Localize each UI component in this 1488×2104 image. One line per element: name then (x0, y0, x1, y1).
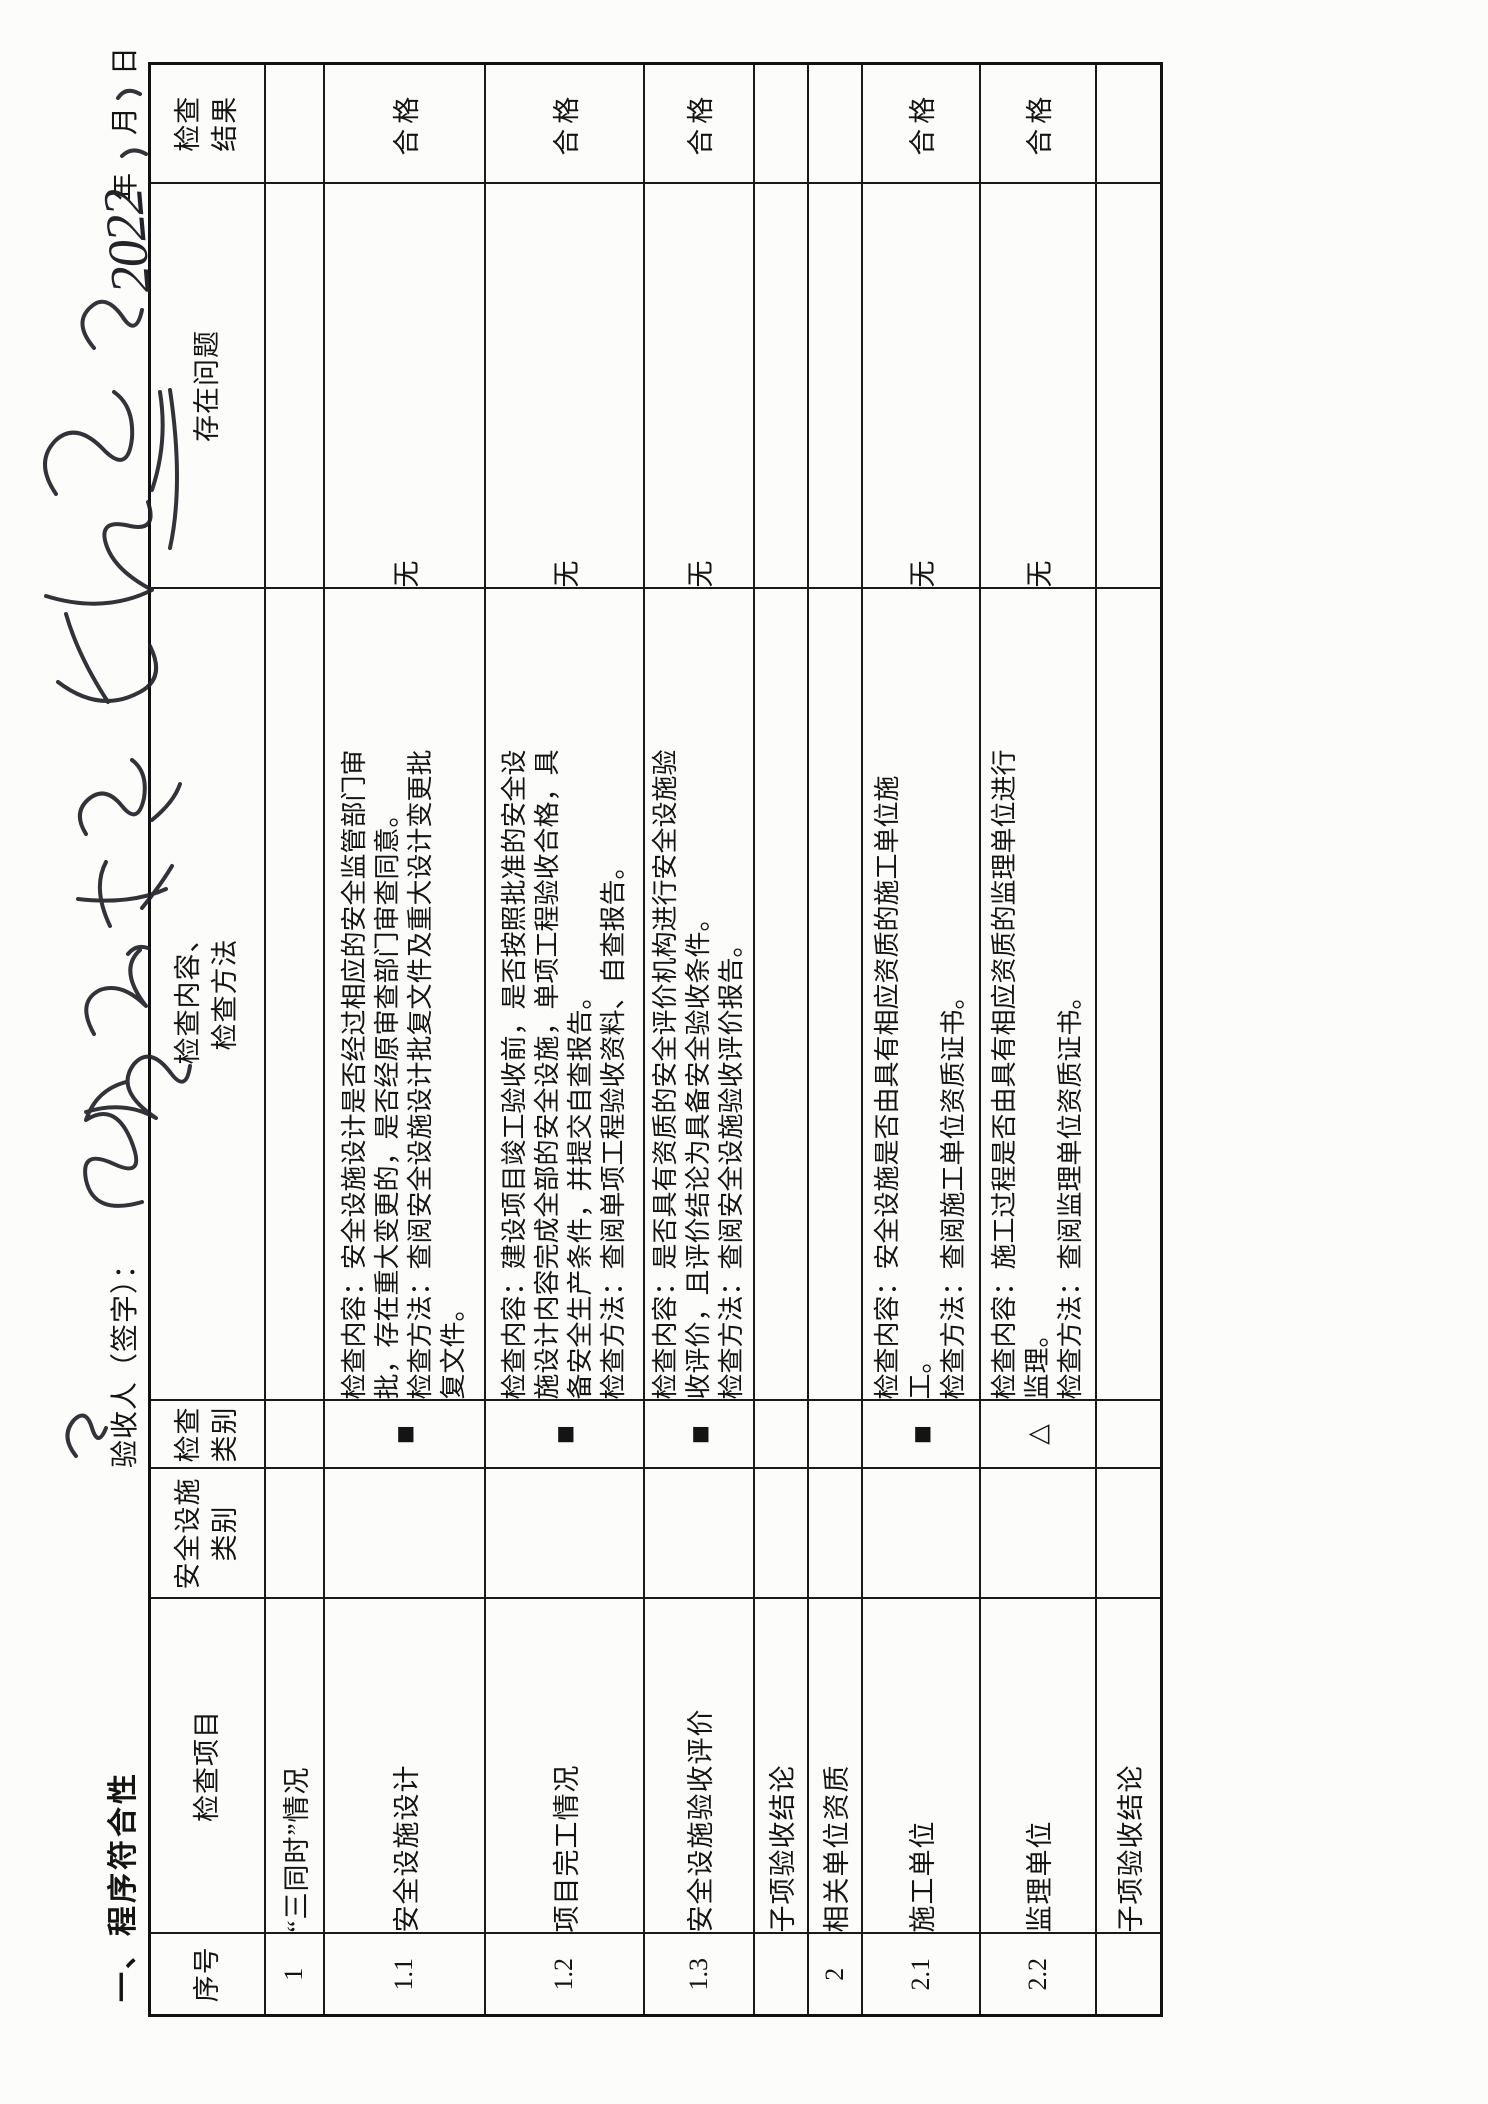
cell-content: 检查内容：安全设施是否由具有相应资质的施工单位施 工。 检查方法：查阅施工单位资… (861, 588, 980, 1401)
cell-result: 合格 (979, 63, 1096, 184)
cell-facility-category (1095, 1468, 1162, 1599)
signature-stroke (84, 948, 148, 1036)
cell-project: 施工单位 (861, 1598, 980, 1934)
cell-no: 1 (264, 1933, 324, 2016)
cell-result (753, 63, 808, 184)
table-row-subconclusion: 子项验收结论 (753, 63, 808, 2016)
cell-project: 项目完工情况 (484, 1598, 644, 1934)
year-char: 年 (110, 172, 141, 201)
cell-facility-category (753, 1468, 808, 1599)
cell-result: 合格 (484, 63, 644, 184)
table-header-row: 序号 检查项目 安全设施 类别 检查 类别 检查内容、 检查方法 存在问题 检查… (149, 63, 265, 2016)
cell-problems: 无 (323, 183, 485, 589)
header-no: 序号 (149, 1933, 265, 2016)
table-row-subconclusion: 子项验收结论 (1095, 63, 1162, 2016)
cell-problems (807, 183, 862, 589)
signature-stroke (44, 500, 154, 606)
cell-project: 监理单位 (979, 1598, 1096, 1934)
cell-check-mark (807, 1400, 862, 1469)
cell-check-mark (1095, 1400, 1162, 1469)
cell-facility-category (643, 1468, 754, 1599)
signature-stroke (83, 1080, 144, 1208)
cell-content: 检查内容：是否具有资质的安全评价机构进行安全设施验 收评价，且评价结论为具备安全… (643, 588, 754, 1401)
cell-check-mark: ■ (861, 1400, 980, 1469)
month-handwritten-mark (120, 148, 148, 158)
inspector-signature-label: 验收人（签字）： (110, 1249, 141, 1468)
table-row: 2.2 监理单位 △ 检查内容：施工过程是否由具有相应资质的监理单位进行 监理。… (979, 63, 1096, 2016)
cell-result: 合格 (861, 63, 980, 184)
table-row: 1.3 安全设施验收评价 ■ 检查内容：是否具有资质的安全评价机构进行安全设施验… (643, 63, 754, 2016)
cell-check-mark: ■ (643, 1400, 754, 1469)
cell-facility-category (484, 1468, 644, 1599)
cell-problems (1095, 183, 1162, 589)
cell-result: 合格 (323, 63, 485, 184)
cell-facility-category (979, 1468, 1096, 1599)
cell-check-mark (753, 1400, 808, 1469)
cell-content: 检查内容：建设项目竣工验收前，是否按照批准的安全设 施设计内容完成全部的安全设施… (484, 588, 644, 1401)
table-row: 2.1 施工单位 ■ 检查内容：安全设施是否由具有相应资质的施工单位施 工。 检… (861, 63, 980, 2016)
cell-no: 2.1 (861, 1933, 980, 2016)
cell-facility-category (807, 1468, 862, 1599)
month-char: 月 (110, 106, 141, 135)
cell-check-mark (264, 1400, 324, 1469)
signature-stroke (43, 390, 165, 496)
cell-project: 安全设施验收评价 (643, 1598, 754, 1934)
cell-no: 1.3 (643, 1933, 754, 2016)
cell-content: 检查内容：安全设施设计是否经过相应的安全监管部门审 批，存在重大变更的，是否经原… (323, 588, 485, 1401)
cell-no (1095, 1933, 1162, 2016)
cell-facility-category (264, 1468, 324, 1599)
signature-stroke (80, 299, 144, 350)
cell-result (264, 63, 324, 184)
cell-content (807, 588, 862, 1401)
cell-facility-category (323, 1468, 485, 1599)
cell-check-mark: △ (979, 1400, 1096, 1469)
header-check-category: 检查 类别 (149, 1400, 265, 1469)
cell-problems: 无 (484, 183, 644, 589)
cell-project: 子项验收结论 (1095, 1598, 1162, 1934)
cell-problems: 无 (979, 183, 1096, 589)
signature-flourish (65, 1413, 108, 1458)
cell-no: 1.2 (484, 1933, 644, 2016)
cell-result (807, 63, 862, 184)
signature-stroke (126, 944, 150, 956)
table-row: 1.1 安全设施设计 ■ 检查内容：安全设施设计是否经过相应的安全监管部门审 批… (323, 63, 485, 2016)
header-facility-category: 安全设施 类别 (149, 1468, 265, 1599)
cell-project: 子项验收结论 (753, 1598, 808, 1934)
cell-problems (264, 183, 324, 589)
cell-result: 合格 (643, 63, 754, 184)
table-row: 1 “三同时”情况 (264, 63, 324, 2016)
cell-project: “三同时”情况 (264, 1598, 324, 1934)
cell-no: 1.1 (323, 1933, 485, 2016)
cell-content: 检查内容：施工过程是否由具有相应资质的监理单位进行 监理。 检查方法：查阅监理单… (979, 588, 1096, 1401)
cell-no (753, 1933, 808, 2016)
cell-problems: 无 (643, 183, 754, 589)
cell-check-mark: ■ (484, 1400, 644, 1469)
header-content-method: 检查内容、 检查方法 (149, 588, 265, 1401)
cell-no: 2.2 (979, 1933, 1096, 2016)
cell-result (1095, 63, 1162, 184)
table-row: 1.2 项目完工情况 ■ 检查内容：建设项目竣工验收前，是否按照批准的安全设 施… (484, 63, 644, 2016)
cell-content (264, 588, 324, 1401)
inspection-table: 序号 检查项目 安全设施 类别 检查 类别 检查内容、 检查方法 存在问题 检查… (148, 62, 1163, 2017)
section-title: 一、程序符合性 (107, 1771, 140, 2002)
cell-check-mark: ■ (323, 1400, 485, 1469)
header-result: 检查 结果 (149, 63, 265, 184)
day-char: 日 (110, 46, 141, 75)
cell-problems: 无 (861, 183, 980, 589)
cell-no: 2 (807, 1933, 862, 2016)
day-handwritten-mark (116, 88, 142, 100)
table-row: 2 相关单位资质 (807, 63, 862, 2016)
header-problems: 存在问题 (149, 183, 265, 589)
cell-facility-category (861, 1468, 980, 1599)
cell-project: 相关单位资质 (807, 1598, 862, 1934)
header-project: 检查项目 (149, 1598, 265, 1934)
cell-problems (753, 183, 808, 589)
cell-content (1095, 588, 1162, 1401)
signature-stroke (56, 612, 159, 704)
cell-content (753, 588, 808, 1401)
cell-project: 安全设施设计 (323, 1598, 485, 1934)
